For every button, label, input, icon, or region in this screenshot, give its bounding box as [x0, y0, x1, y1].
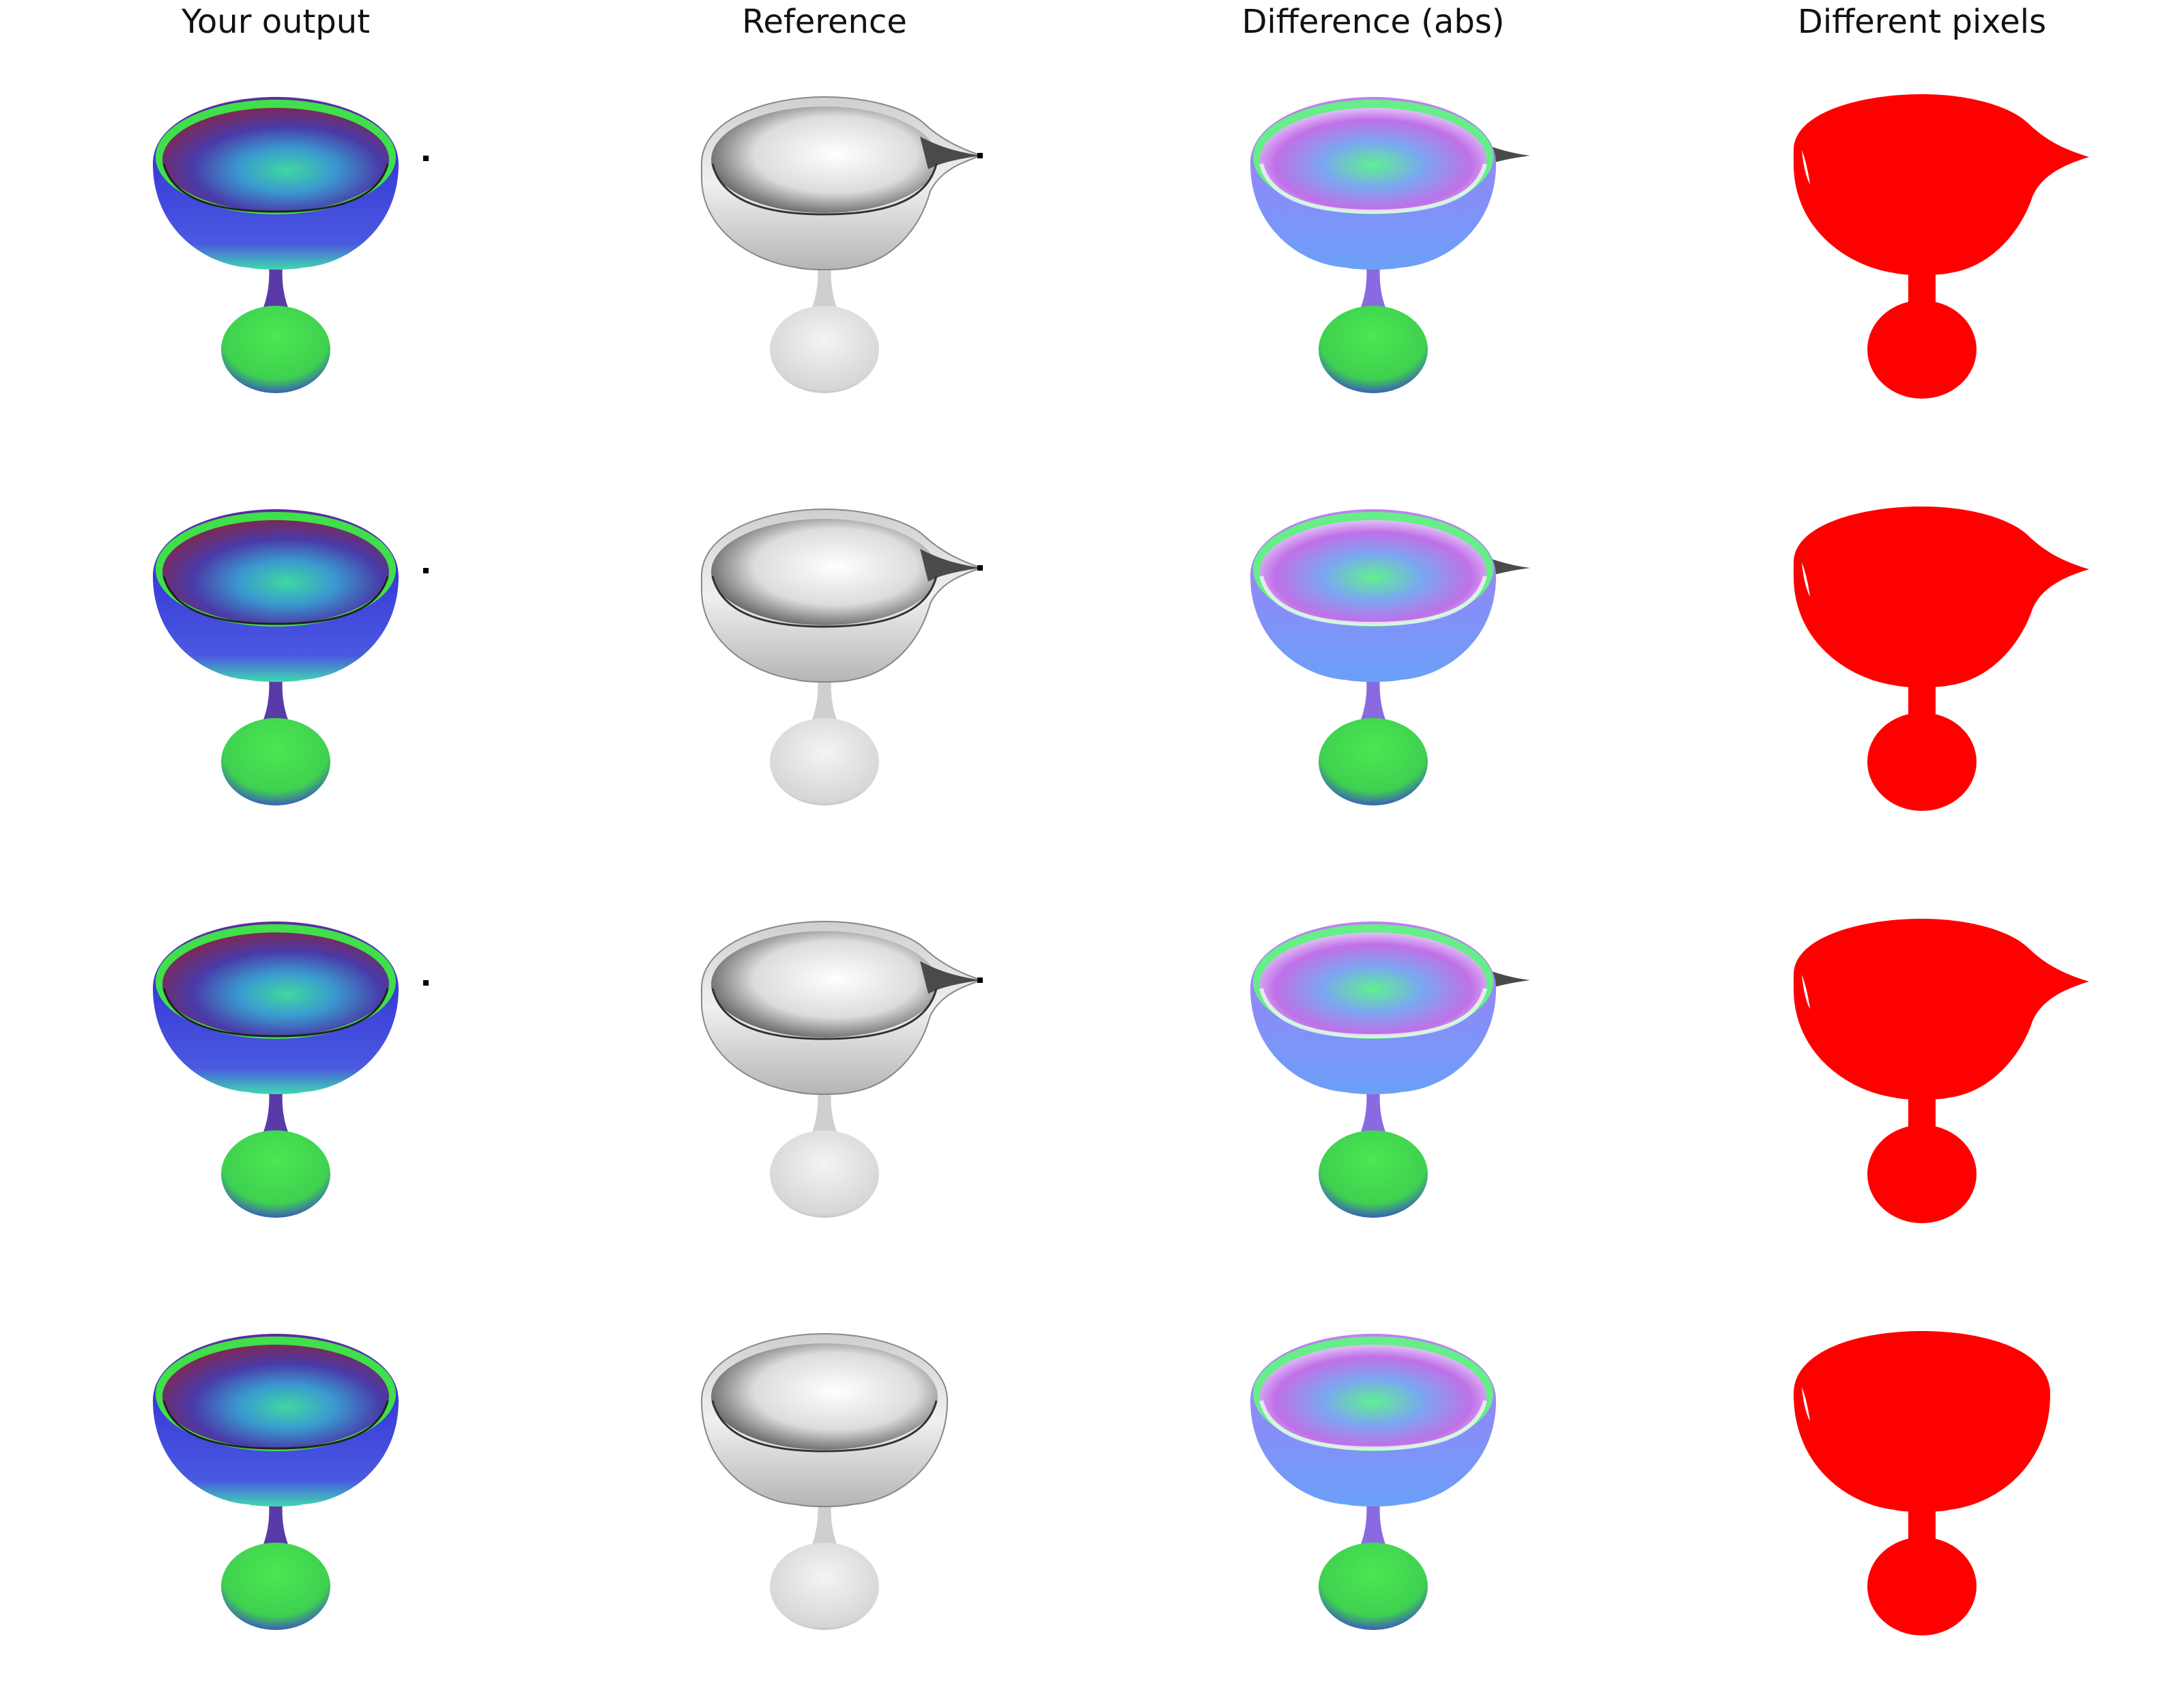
goblet-interior	[162, 1345, 389, 1448]
output-render	[153, 97, 429, 393]
goblet-base	[770, 265, 879, 393]
goblet-base	[221, 1502, 330, 1630]
column-title-output: Your output	[181, 3, 371, 41]
cell-mask-row-1	[1717, 82, 2127, 464]
goblet-base	[221, 1089, 330, 1218]
difference-render	[1250, 1334, 1496, 1630]
goblet-spout	[920, 137, 981, 169]
stray-pixel-marker	[423, 156, 429, 161]
different-pixels-mask	[1794, 919, 2089, 1223]
output-render	[153, 1334, 399, 1630]
goblet-interior	[162, 108, 389, 212]
different-pixels-mask	[1794, 1331, 2050, 1635]
cell-mask-row-3	[1717, 906, 2127, 1289]
mask-render	[1794, 94, 2089, 399]
output-render	[153, 921, 429, 1218]
goblet-base	[1319, 1502, 1428, 1630]
different-pixels-mask	[1794, 506, 2089, 811]
column-title-difference: Difference (abs)	[1241, 3, 1505, 41]
goblet-interior	[711, 519, 938, 625]
goblet-base	[1319, 1089, 1428, 1218]
cell-reference-row-4	[620, 1319, 1029, 1701]
stray-pixel-marker	[423, 980, 429, 986]
goblet-base	[1319, 677, 1428, 805]
stray-pixel-marker	[423, 568, 429, 573]
goblet-base	[770, 1089, 879, 1218]
goblet-base	[1319, 265, 1428, 393]
cell-difference-row-2	[1168, 494, 1578, 876]
difference-render	[1250, 509, 1530, 805]
goblet-base	[221, 265, 330, 393]
goblet-interior	[162, 520, 389, 624]
goblet-spout	[920, 549, 981, 582]
goblet-interior	[162, 932, 389, 1036]
goblet-base	[221, 677, 330, 805]
cell-reference-row-1	[620, 82, 1029, 464]
goblet-base	[770, 1502, 879, 1630]
difference-render	[1250, 921, 1530, 1218]
reference-render	[701, 96, 984, 393]
cell-output-row-1	[71, 82, 480, 464]
goblet-interior	[711, 106, 938, 213]
cell-reference-row-2	[620, 494, 1029, 876]
cell-difference-row-4	[1168, 1319, 1578, 1701]
goblet-interior	[711, 931, 938, 1038]
cell-output-row-2	[71, 494, 480, 876]
mask-render	[1794, 919, 2089, 1223]
mask-render	[1794, 506, 2089, 811]
cell-mask-row-2	[1717, 494, 2127, 876]
cell-output-row-4	[71, 1319, 480, 1701]
difference-render	[1250, 97, 1530, 393]
different-pixels-mask	[1794, 94, 2089, 399]
reference-render	[701, 508, 984, 805]
column-title-reference: Reference	[742, 3, 907, 41]
reference-render	[700, 1332, 949, 1630]
column-title-different-pixels: Different pixels	[1797, 3, 2047, 41]
difference-interior	[1260, 1345, 1486, 1448]
difference-interior	[1260, 520, 1486, 624]
cell-difference-row-3	[1168, 906, 1578, 1289]
difference-interior	[1260, 108, 1486, 212]
goblet-base	[770, 677, 879, 805]
mask-render	[1794, 1331, 2050, 1635]
difference-interior	[1260, 932, 1486, 1036]
goblet-spout	[920, 961, 981, 994]
output-render	[153, 509, 429, 805]
cell-difference-row-1	[1168, 82, 1578, 464]
cell-output-row-3	[71, 906, 480, 1289]
cell-reference-row-3	[620, 906, 1029, 1289]
goblet-interior	[711, 1343, 938, 1450]
reference-render	[701, 920, 984, 1218]
cell-mask-row-4	[1717, 1319, 2127, 1701]
